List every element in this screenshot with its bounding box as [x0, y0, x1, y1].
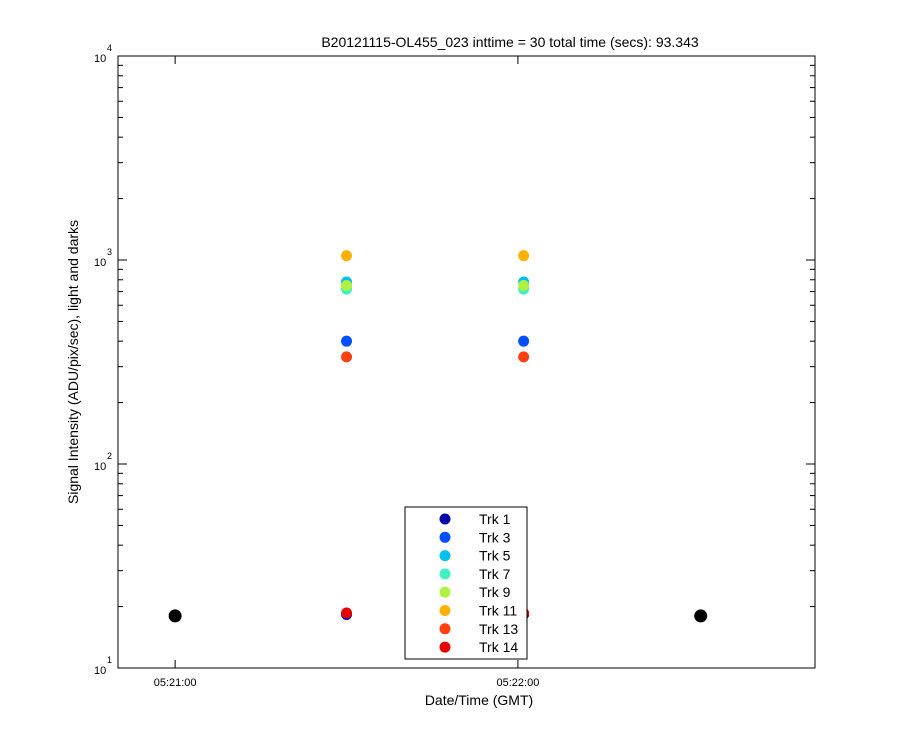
legend-entry-label: Trk 14	[479, 639, 518, 655]
legend-entry-label: Trk 13	[479, 621, 518, 637]
dark-data-point	[694, 609, 708, 623]
y-tick-label: 10	[94, 53, 106, 65]
legend-entry-label: Trk 9	[479, 584, 511, 600]
data-point	[518, 250, 530, 262]
x-tick-label: 05:22:00	[497, 677, 540, 689]
y-tick-label: 10	[94, 665, 106, 677]
data-point	[518, 279, 530, 291]
legend-entry-label: Trk 7	[479, 566, 511, 582]
dark-data-point	[168, 609, 182, 623]
legend-entry-label: Trk 3	[479, 529, 511, 545]
y-tick-label: 10	[94, 461, 106, 473]
x-tick-label: 05:21:00	[154, 677, 197, 689]
legend-entry-label: Trk 11	[479, 603, 517, 619]
data-point	[341, 351, 353, 363]
chart-title: B20121115-OL455_023 inttime = 30 total t…	[321, 34, 699, 50]
legend-marker	[439, 623, 451, 635]
data-point	[518, 351, 530, 363]
data-point	[341, 335, 353, 347]
legend-entry-label: Trk 1	[479, 511, 511, 527]
x-axis-label: Date/Time (GMT)	[425, 692, 533, 708]
y-tick-exponent: 3	[107, 247, 112, 257]
legend-marker	[439, 605, 451, 616]
data-point	[341, 279, 353, 291]
data-point	[518, 335, 530, 347]
y-tick-exponent: 4	[107, 43, 112, 53]
legend-marker	[439, 586, 451, 598]
legend-marker	[439, 550, 451, 562]
y-tick-exponent: 2	[107, 451, 112, 461]
legend-marker	[439, 568, 451, 580]
legend-marker	[439, 531, 451, 543]
y-tick-label: 10	[94, 257, 106, 269]
legend-entry-label: Trk 5	[479, 548, 511, 564]
y-axis-label: Signal Intensity (ADU/pix/sec), light an…	[65, 220, 81, 504]
y-tick-exponent: 1	[107, 655, 112, 665]
legend-box	[404, 506, 528, 660]
legend-marker	[439, 641, 451, 653]
data-point	[341, 607, 353, 619]
data-point	[341, 250, 353, 262]
legend-marker	[439, 513, 451, 525]
legend: Trk 1 Trk 3 Trk 5 Trk 7 Trk 9 Trk 11 Trk 13 Trk…	[404, 506, 528, 660]
